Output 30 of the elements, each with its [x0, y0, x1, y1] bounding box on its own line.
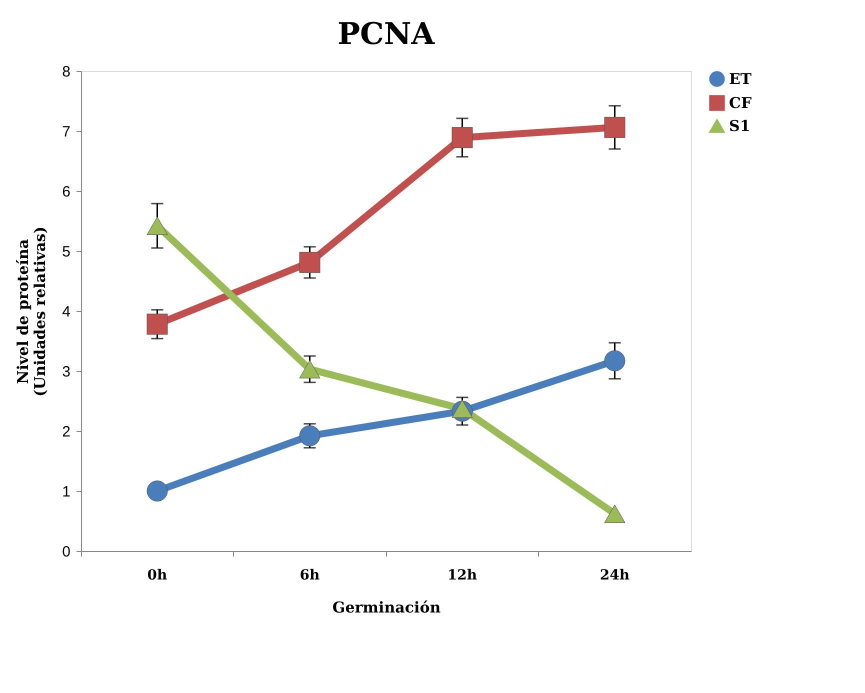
- x-tick-label: 6h: [300, 568, 320, 584]
- y-tick-label: 2: [62, 424, 70, 440]
- chart-title: PCNA: [337, 17, 436, 52]
- legend-label: S1: [729, 117, 750, 135]
- x-tick-label: 0h: [147, 568, 168, 584]
- legend-label: ET: [729, 70, 752, 88]
- point: [452, 400, 473, 418]
- point: [146, 480, 168, 502]
- y-tick-label: 0: [62, 544, 70, 560]
- point: [146, 314, 168, 335]
- y-axis-title: Nivel de proteína (Unidades relativas): [14, 226, 50, 397]
- y-tick-label: 3: [62, 364, 70, 380]
- point: [299, 252, 320, 273]
- y-tick-label: 5: [62, 244, 70, 260]
- point: [299, 360, 320, 378]
- legend-label: CF: [729, 94, 752, 112]
- point: [299, 425, 320, 446]
- y-tick-label: 8: [62, 64, 70, 80]
- x-axis-title: Germinación: [332, 598, 441, 616]
- y-tick-label: 1: [62, 484, 70, 500]
- point: [604, 350, 626, 372]
- y-tick-label: 6: [62, 184, 70, 200]
- y-tick-label: 7: [62, 124, 70, 140]
- x-tick-label: 24h: [600, 568, 630, 584]
- y-tick-label: 4: [62, 304, 70, 320]
- point: [452, 127, 473, 148]
- point: [604, 116, 626, 138]
- x-tick-label: 12h: [447, 568, 478, 584]
- point: [146, 216, 168, 235]
- point: [604, 504, 626, 523]
